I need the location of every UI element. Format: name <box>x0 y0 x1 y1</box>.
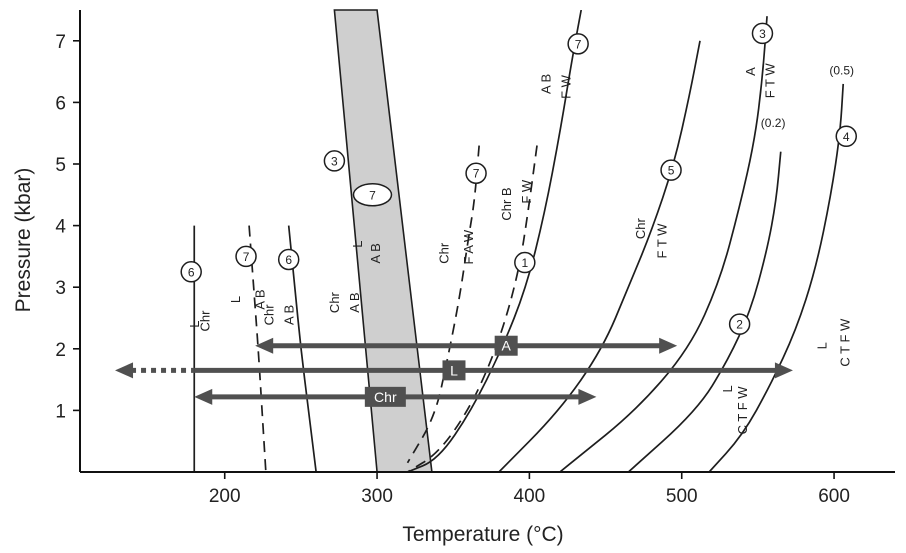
pressure-note: (0.2) <box>761 116 786 130</box>
reaction-label: F T W <box>654 223 669 259</box>
reaction-label: Chr <box>261 304 276 326</box>
range-bar-label-box-Chr <box>364 386 406 407</box>
reaction-curve-c2 <box>627 151 782 472</box>
range-bar-arrow-left-Chr <box>194 388 213 405</box>
reaction-label: F A W <box>461 229 476 264</box>
x-tick-label: 400 <box>514 486 546 507</box>
reaction-label: A B <box>252 289 267 309</box>
reaction-label: A B <box>368 243 383 263</box>
range-bar-arrow-left-L <box>115 362 134 379</box>
range-bar-label-Chr: Chr <box>374 389 397 405</box>
curve-number-circle <box>514 251 536 274</box>
x-tick-label: 300 <box>361 486 393 507</box>
range-bar-arrow-right-A <box>659 337 678 354</box>
reaction-label: Chr <box>197 310 212 332</box>
y-tick-label: 3 <box>55 278 66 299</box>
x-tick-label: 500 <box>666 486 698 507</box>
reaction-label: Chr <box>633 218 648 240</box>
reaction-label: L <box>720 385 735 392</box>
curve-number-label: 7 <box>575 37 582 51</box>
reaction-curve-c4 <box>708 83 845 472</box>
curve-number-label: 7 <box>473 167 480 181</box>
y-tick-label: 4 <box>55 217 66 238</box>
reaction-label: L <box>814 342 829 349</box>
curve-number-circle <box>277 248 300 271</box>
curve-number-label: 5 <box>668 164 675 178</box>
curve-number-circle <box>180 261 202 283</box>
curve-number-oval <box>352 183 393 207</box>
curve-number-circle <box>465 162 487 184</box>
curve-number-label: 3 <box>759 27 766 41</box>
reaction-label: L <box>228 296 243 303</box>
curve-number-label: 7 <box>243 250 250 264</box>
curve-number-label: 1 <box>521 256 528 270</box>
reaction-curve-c1 <box>407 145 538 472</box>
reaction-label: L <box>350 240 365 247</box>
y-tick-label: 6 <box>55 93 66 114</box>
y-tick-label: 1 <box>55 401 66 422</box>
range-bar-arrow-left-A <box>255 337 274 354</box>
reaction-label: A B <box>347 292 362 312</box>
reaction-curve-c6b <box>287 225 317 472</box>
reaction-curve-c3 <box>559 16 768 472</box>
reaction-curve-c7a <box>248 225 267 472</box>
reaction-label: Chr B <box>499 187 514 220</box>
y-axis-title: Pressure (kbar) <box>12 168 35 313</box>
range-bar-label-box-L <box>442 360 466 381</box>
reaction-curve-c7c <box>407 10 583 472</box>
y-tick-label: 5 <box>55 155 66 176</box>
reaction-label: A B <box>281 305 296 325</box>
range-bar-arrow-right-L <box>774 362 793 379</box>
curve-number-label: 6 <box>285 253 292 267</box>
reaction-label: Chr <box>437 242 452 264</box>
x-tick-label: 200 <box>209 486 241 507</box>
curve-number-label: 6 <box>188 265 195 279</box>
curve-number-circle <box>835 125 858 148</box>
reaction-label: L <box>187 321 202 328</box>
range-bar-label-A: A <box>502 338 512 354</box>
curve-number-label: 3 <box>331 154 338 168</box>
reaction-label: A <box>743 67 758 76</box>
y-tick-label: 7 <box>55 32 66 53</box>
curve-number-circle <box>751 22 774 45</box>
reaction-label: Chr <box>327 291 342 313</box>
pressure-note: (0.5) <box>829 64 854 78</box>
reaction-label: F W <box>559 74 574 99</box>
range-bar-label-box-A <box>494 335 518 356</box>
curve-number-circle <box>323 150 346 172</box>
x-axis-title: Temperature (°C) <box>402 523 563 546</box>
curve-number-label: 4 <box>843 130 850 144</box>
curve-number-label: 2 <box>736 318 743 332</box>
curve-number-circle <box>728 313 751 335</box>
reaction-label: C T F W <box>735 386 750 435</box>
reaction-label: A B <box>539 74 554 94</box>
reaction-curve-c5 <box>498 40 701 472</box>
range-bar-label-L: L <box>450 362 458 378</box>
range-bar-arrow-right-Chr <box>578 388 597 405</box>
reaction-label: F W <box>519 179 534 204</box>
curve-number-circle <box>660 159 682 181</box>
curve-number-circle <box>567 33 589 55</box>
y-tick-label: 2 <box>55 340 66 361</box>
x-tick-label: 600 <box>818 486 850 507</box>
curve-number-circle <box>235 245 257 268</box>
curve-number-label: 7 <box>369 188 376 202</box>
reaction-label: C T F W <box>837 318 852 367</box>
reaction-label: F T W <box>763 63 778 99</box>
